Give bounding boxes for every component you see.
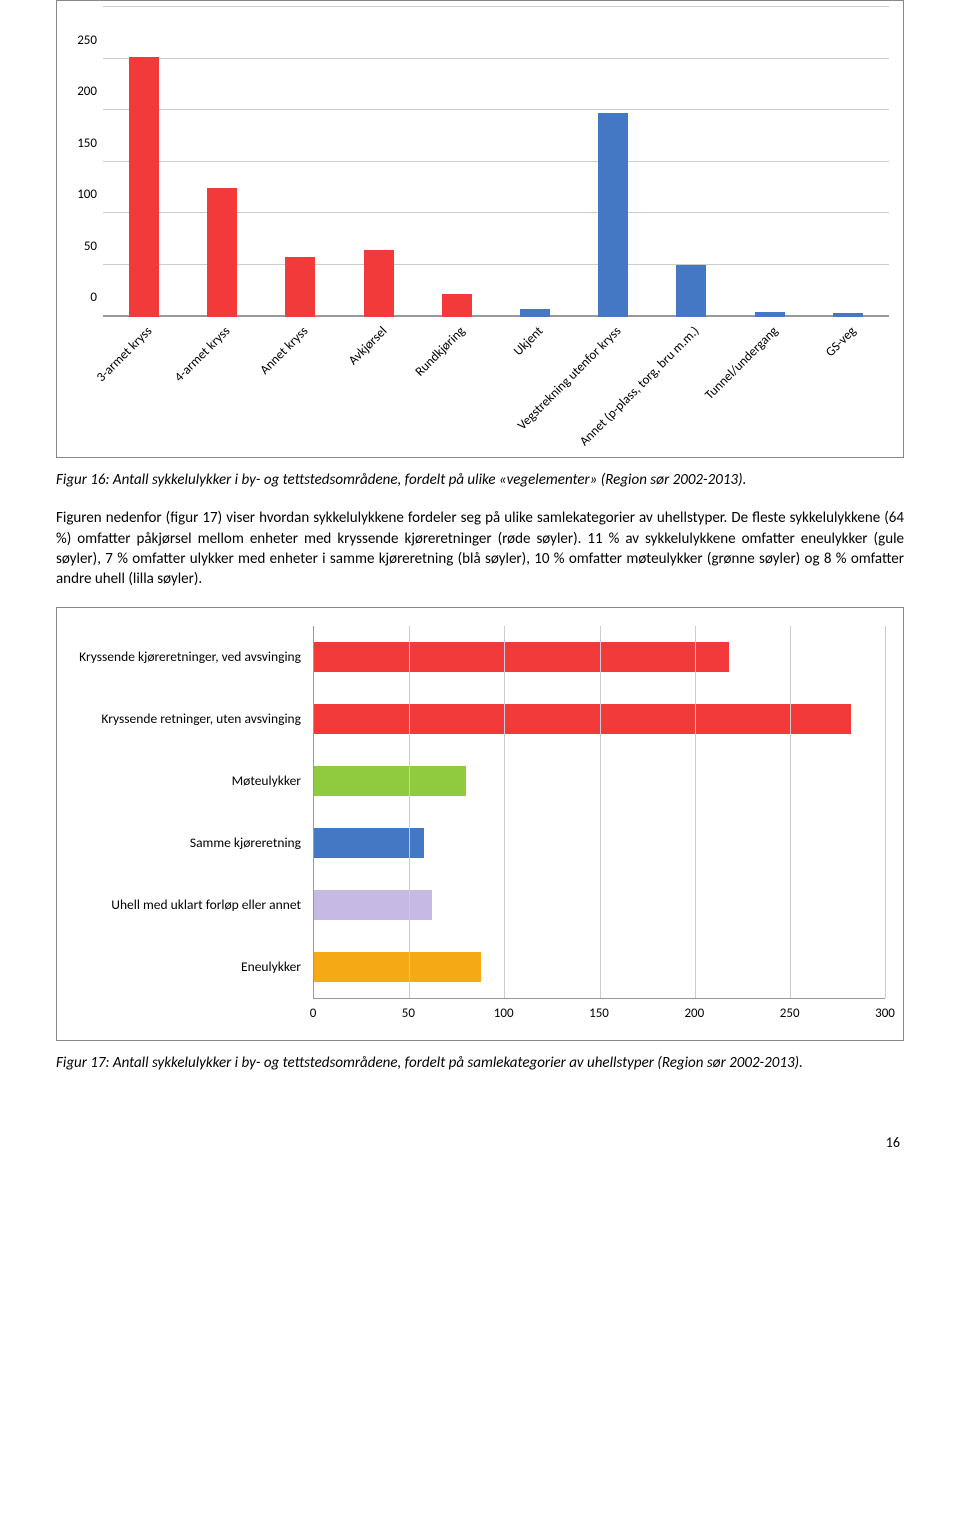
chart1-ytick-label: 150 [67,135,97,153]
chart1-plot-area: 050100150200250300 [103,7,889,317]
chart1-category-label: Tunnel/undergang [701,323,782,404]
chart1-ytick-label: 200 [67,84,97,102]
chart1-ytick-label: 50 [67,238,97,256]
chart1-category-label: Avkjørsel [345,323,391,369]
chart1-bar [364,250,394,317]
chart1-bar [285,257,315,317]
chart2-category-label: Uhell med uklart forløp eller annet [75,874,305,936]
chart2-xtick-label: 50 [402,1005,415,1023]
chart2-xtick-label: 0 [310,1005,317,1023]
figure17-caption: Figur 17: Antall sykkelulykker i by- og … [56,1053,904,1073]
page-number: 16 [56,1134,904,1153]
chart1-category-label: GS-veg [822,323,860,361]
chart2-xtick-label: 200 [684,1005,704,1023]
chart1-container: 050100150200250300 3-armet kryss4-armet … [56,0,904,458]
chart2-xtick-label: 250 [780,1005,800,1023]
chart1-category-label: Annet kryss [257,323,313,379]
chart1-ytick-label: 100 [67,187,97,205]
body-paragraph: Figuren nedenfor (figur 17) viser hvorda… [56,508,904,589]
chart2-bar [314,890,432,920]
chart2-bar [314,642,729,672]
chart2-bar [314,766,466,796]
chart2-bar [314,828,424,858]
chart2-xtick-label: 150 [589,1005,609,1023]
chart2-category-label: Eneulykker [75,936,305,998]
chart2-xtick-label: 100 [494,1005,514,1023]
chart2-category-label: Møteulykker [75,750,305,812]
chart1-bar [129,57,159,317]
chart2-category-label: Samme kjøreretning [75,812,305,874]
chart1-bar [676,265,706,317]
chart2-bar [314,952,481,982]
chart2-category-label: Kryssende retninger, uten avsvinging [75,688,305,750]
chart1-category-label: Ukjent [510,323,547,360]
chart1-bar [598,113,628,317]
chart2-category-label: Kryssende kjøreretninger, ved avsvinging [75,626,305,688]
chart1-bar [520,309,550,317]
chart2-container: Kryssende kjøreretninger, ved avsvinging… [56,607,904,1041]
chart1-bar [442,294,472,317]
chart1-ytick-label: 250 [67,32,97,50]
chart1-ytick-label: 0 [67,290,97,308]
figure16-caption: Figur 16: Antall sykkelulykker i by- og … [56,470,904,490]
chart2-bar [314,704,851,734]
chart1-category-label: Rundkjøring [412,323,470,381]
chart1-category-label: 3-armet kryss [93,323,156,386]
chart1-category-label: 4-armet kryss [171,323,234,386]
chart2-xtick-label: 300 [875,1005,895,1023]
chart1-bar [207,188,237,317]
